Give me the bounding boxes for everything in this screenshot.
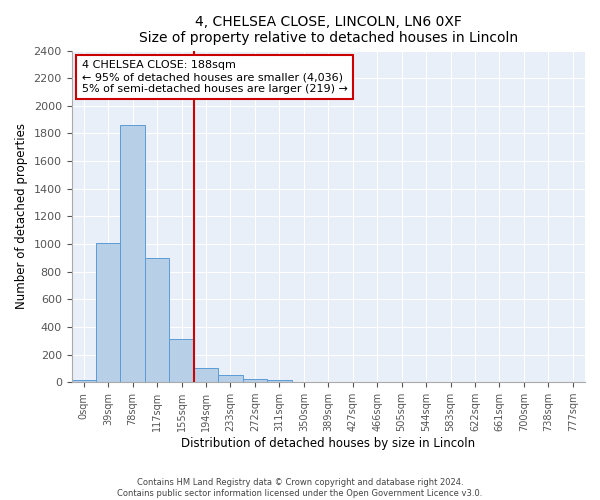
Bar [194,368,218,382]
X-axis label: Distribution of detached houses by size in Lincoln: Distribution of detached houses by size … [181,437,475,450]
Title: 4, CHELSEA CLOSE, LINCOLN, LN6 0XF
Size of property relative to detached houses : 4, CHELSEA CLOSE, LINCOLN, LN6 0XF Size … [139,15,518,45]
Y-axis label: Number of detached properties: Number of detached properties [15,124,28,310]
Text: Contains HM Land Registry data © Crown copyright and database right 2024.
Contai: Contains HM Land Registry data © Crown c… [118,478,482,498]
Bar [169,340,194,382]
Bar [145,258,169,382]
Bar [218,376,242,382]
Bar [242,379,267,382]
Text: 4 CHELSEA CLOSE: 188sqm
← 95% of detached houses are smaller (4,036)
5% of semi-: 4 CHELSEA CLOSE: 188sqm ← 95% of detache… [82,60,347,94]
Bar [121,125,145,382]
Bar [267,380,292,382]
Bar [96,242,121,382]
Bar [71,380,96,382]
